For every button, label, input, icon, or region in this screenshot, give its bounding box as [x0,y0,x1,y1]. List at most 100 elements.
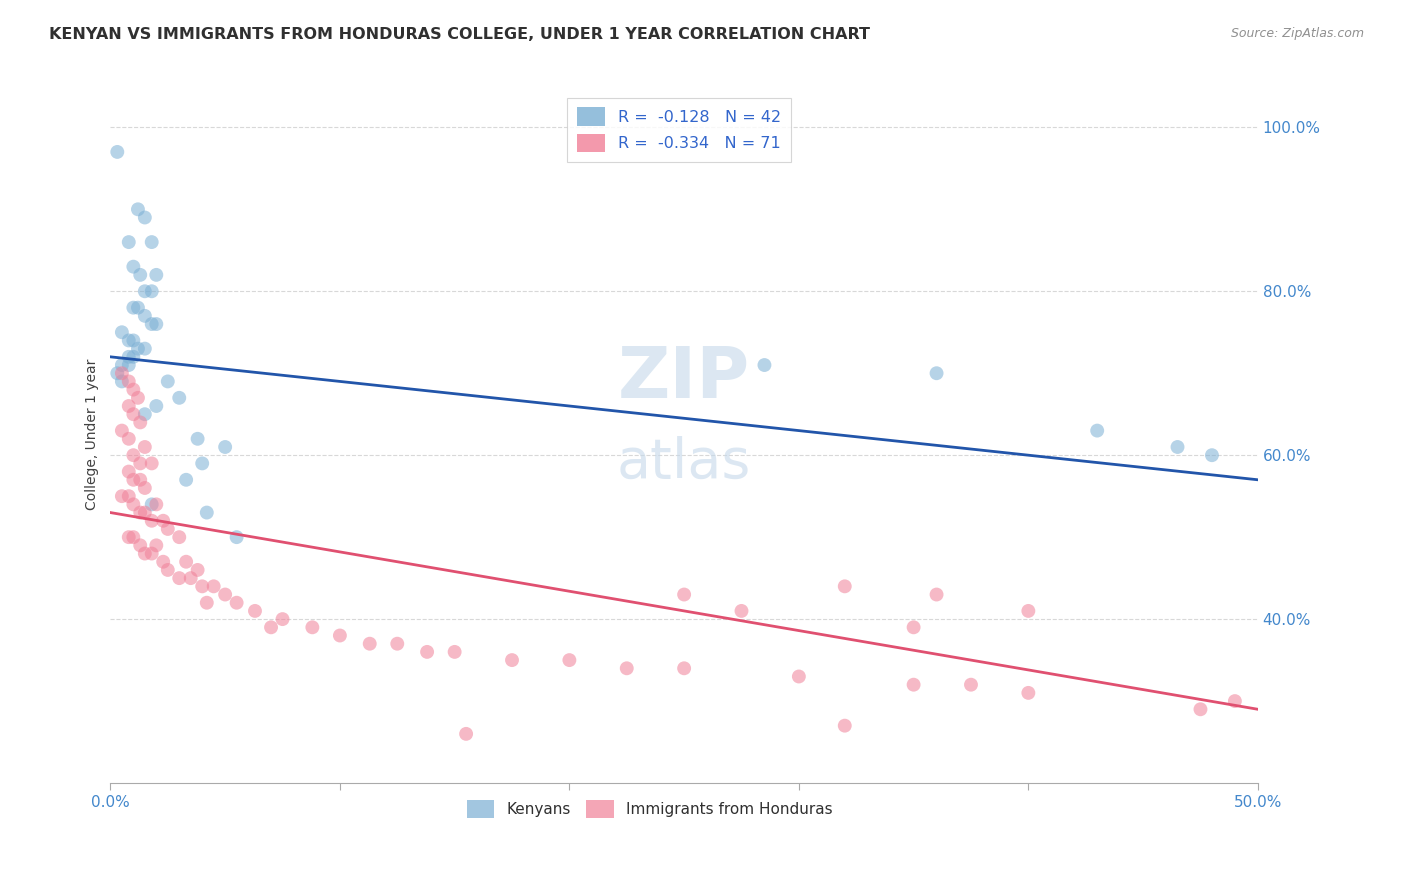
Point [111,366,134,380]
Text: atlas: atlas [617,435,751,490]
Point [1017,686,1039,700]
Point [129,506,152,520]
Point [129,268,152,282]
Point [134,285,156,299]
Point [1085,424,1108,438]
Point [145,317,167,331]
Point [122,260,145,274]
Point [129,416,152,430]
Point [387,637,409,651]
Point [260,620,283,634]
Point [152,555,174,569]
Point [616,661,638,675]
Point [134,506,156,520]
Point [787,669,810,683]
Point [167,530,190,544]
Point [122,350,145,364]
Point [214,440,236,454]
Point [127,202,149,217]
Point [111,358,134,372]
Point [134,211,156,225]
Point [118,399,141,413]
Point [118,235,141,249]
Point [122,383,145,397]
Point [271,612,294,626]
Point [960,678,983,692]
Text: KENYAN VS IMMIGRANTS FROM HONDURAS COLLEGE, UNDER 1 YEAR CORRELATION CHART: KENYAN VS IMMIGRANTS FROM HONDURAS COLLE… [49,27,870,42]
Point [558,653,581,667]
Point [118,350,141,364]
Point [118,358,141,372]
Point [134,481,156,495]
Point [167,391,190,405]
Point [243,604,266,618]
Point [118,375,141,389]
Point [134,547,156,561]
Point [174,473,197,487]
Point [105,145,128,159]
Point [141,235,163,249]
Point [1189,702,1212,716]
Legend: Kenyans, Immigrants from Honduras: Kenyans, Immigrants from Honduras [461,794,838,824]
Point [673,588,696,602]
Point [111,325,134,339]
Point [202,579,225,593]
Point [141,547,163,561]
Point [105,366,128,380]
Point [118,489,141,503]
Point [195,596,218,610]
Point [111,375,134,389]
Point [134,440,156,454]
Point [925,588,948,602]
Point [174,555,197,569]
Point [1017,604,1039,618]
Text: ZIP: ZIP [619,344,751,414]
Point [225,530,247,544]
Point [156,522,179,536]
Point [111,489,134,503]
Point [134,309,156,323]
Point [129,538,152,552]
Point [416,645,439,659]
Point [225,596,247,610]
Point [122,301,145,315]
Point [122,407,145,421]
Point [141,497,163,511]
Point [134,342,156,356]
Point [127,301,149,315]
Point [903,620,925,634]
Point [141,317,163,331]
Point [145,268,167,282]
Point [127,342,149,356]
Point [1166,440,1188,454]
Point [180,571,202,585]
Point [191,579,214,593]
Point [134,407,156,421]
Point [187,563,209,577]
Point [122,497,145,511]
Point [754,358,776,372]
Point [834,579,856,593]
Point [122,473,145,487]
Point [501,653,523,667]
Point [156,375,179,389]
Point [152,514,174,528]
Point [456,727,478,741]
Y-axis label: College, Under 1 year: College, Under 1 year [86,359,100,510]
Point [187,432,209,446]
Point [903,678,925,692]
Point [141,514,163,528]
Text: Source: ZipAtlas.com: Source: ZipAtlas.com [1230,27,1364,40]
Point [118,530,141,544]
Point [122,334,145,348]
Point [111,424,134,438]
Point [834,719,856,733]
Point [122,530,145,544]
Point [145,538,167,552]
Point [145,399,167,413]
Point [118,465,141,479]
Point [673,661,696,675]
Point [141,285,163,299]
Point [1201,448,1223,462]
Point [122,448,145,462]
